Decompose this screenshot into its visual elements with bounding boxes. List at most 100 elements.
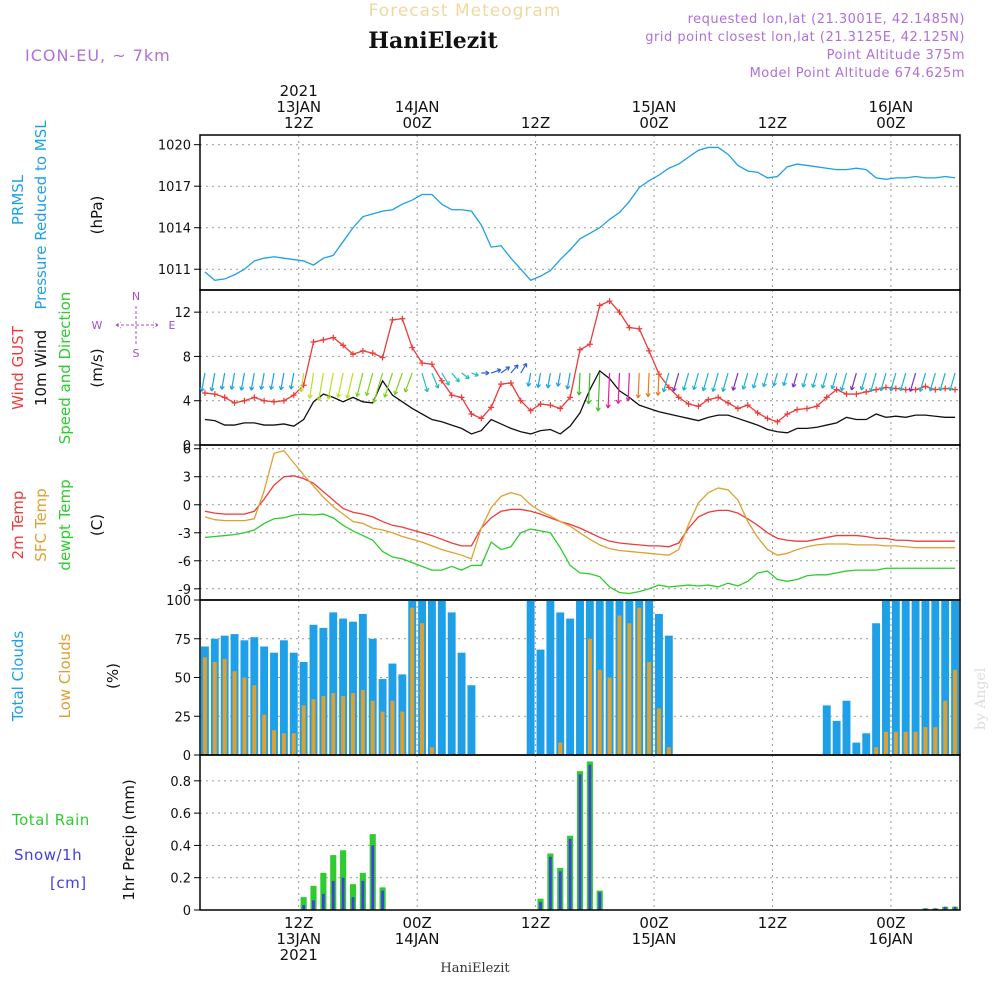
bar-low <box>558 742 563 755</box>
gust-marker <box>665 384 672 391</box>
gust-marker <box>636 325 643 332</box>
time-label-top: 00Z <box>639 114 668 132</box>
wind-arrow <box>635 373 641 399</box>
wind-arrow <box>782 372 788 387</box>
y-tick-label: 3 <box>183 471 191 486</box>
series-line-sfc <box>204 449 956 560</box>
gust-marker <box>221 394 228 401</box>
bar-low <box>420 623 425 755</box>
bar-low <box>370 700 375 755</box>
wind-arrow <box>219 372 226 390</box>
y-tick-label: 0 <box>183 439 191 454</box>
bar-total <box>309 624 318 755</box>
wind-arrow <box>209 372 216 392</box>
wind-arrow <box>199 372 206 392</box>
chart-title: Forecast Meteogram <box>369 1 562 21</box>
requested-coords: requested lon,lat (21.3001E, 42.1485N) <box>688 12 965 27</box>
time-label-top: 12Z <box>758 114 787 132</box>
bar-total <box>901 600 910 755</box>
bar-low <box>627 623 632 755</box>
wind-arrow <box>298 372 305 393</box>
bar-total <box>260 646 269 755</box>
bar-total <box>822 705 831 755</box>
bar-rain <box>320 872 327 910</box>
y-tick-label: 0.6 <box>170 807 191 822</box>
bar-total <box>349 621 357 755</box>
bar-low <box>272 730 276 755</box>
wind-arrow <box>336 372 344 398</box>
panel-precip: 0 0.2 0.4 0.6 0.8 <box>170 754 961 919</box>
bar-total <box>447 612 456 755</box>
bar-total <box>368 638 377 755</box>
wind-arrow <box>692 372 700 391</box>
gust-marker <box>547 402 554 409</box>
gust-marker <box>231 399 238 406</box>
wind-arrow <box>830 372 838 390</box>
bar-total <box>526 600 535 755</box>
wind-arrow <box>869 372 877 393</box>
wind-arrow <box>393 372 403 396</box>
bar-total <box>566 618 575 755</box>
model-point-altitude: Model Point Altitude 674.625m <box>750 66 965 81</box>
time-label-top: 00Z <box>402 114 431 132</box>
bar-snow <box>302 905 306 910</box>
bar-low <box>637 607 642 755</box>
gust-marker <box>478 415 485 422</box>
panel-frame <box>199 444 961 601</box>
bar-low <box>281 733 286 755</box>
time-label-top: 12Z <box>284 114 313 132</box>
gust-marker <box>527 407 534 414</box>
bar-total <box>329 612 338 755</box>
y-tick-label: 50 <box>174 672 191 687</box>
bar-snow <box>371 845 375 910</box>
y-tick-label: -6 <box>178 555 191 570</box>
y-tick-label: 0.4 <box>170 839 191 854</box>
wind-arrow <box>711 372 719 392</box>
gust-marker <box>586 341 593 348</box>
wind-arrow <box>520 362 528 374</box>
bar-total <box>882 600 890 755</box>
bar-snow <box>331 880 335 910</box>
y-tick-label: 0.2 <box>170 872 191 887</box>
gust-marker <box>843 391 850 398</box>
gust-marker <box>488 404 495 411</box>
bar-low <box>607 677 612 755</box>
wind-arrow <box>741 372 749 390</box>
bar-snow <box>568 838 572 910</box>
wind-arrow <box>681 372 690 391</box>
bar-snow <box>933 908 937 910</box>
wind-arrow <box>801 372 808 388</box>
bar-total <box>358 613 367 755</box>
wind-arrow <box>510 364 519 374</box>
gust-marker <box>567 394 574 401</box>
gust-marker <box>290 392 297 399</box>
bar-total <box>891 600 900 755</box>
bar-low <box>242 677 247 755</box>
gust-marker <box>912 386 919 393</box>
bar-snow <box>953 906 957 910</box>
gust-marker <box>725 399 732 406</box>
gust-marker <box>705 396 712 403</box>
gust-marker <box>715 394 722 401</box>
panel-frame <box>199 134 961 291</box>
series-line-dewpt <box>204 513 956 595</box>
gust-marker <box>419 360 426 367</box>
label-temp-2: dewpt Temp <box>56 479 74 570</box>
wind-arrow <box>249 372 255 391</box>
y-tick-label: 75 <box>174 633 191 648</box>
precip-legend-0: Total Rain <box>11 811 90 829</box>
y-tick-label: 25 <box>174 710 191 725</box>
bar-low <box>597 669 602 755</box>
gust-marker <box>468 411 475 417</box>
location-name: HaniElezit <box>368 28 498 54</box>
bar-rain <box>300 897 307 910</box>
time-label-bottom: 00Z <box>639 914 668 932</box>
wind-arrow <box>500 366 511 374</box>
bar-low <box>656 708 661 755</box>
wind-arrow <box>811 372 818 388</box>
compass-e: E <box>169 319 176 332</box>
wind-arrow <box>259 372 265 390</box>
y-tick-label: 12 <box>174 306 191 321</box>
wind-arrow <box>751 372 759 389</box>
y-tick-label: 0 <box>183 749 191 764</box>
